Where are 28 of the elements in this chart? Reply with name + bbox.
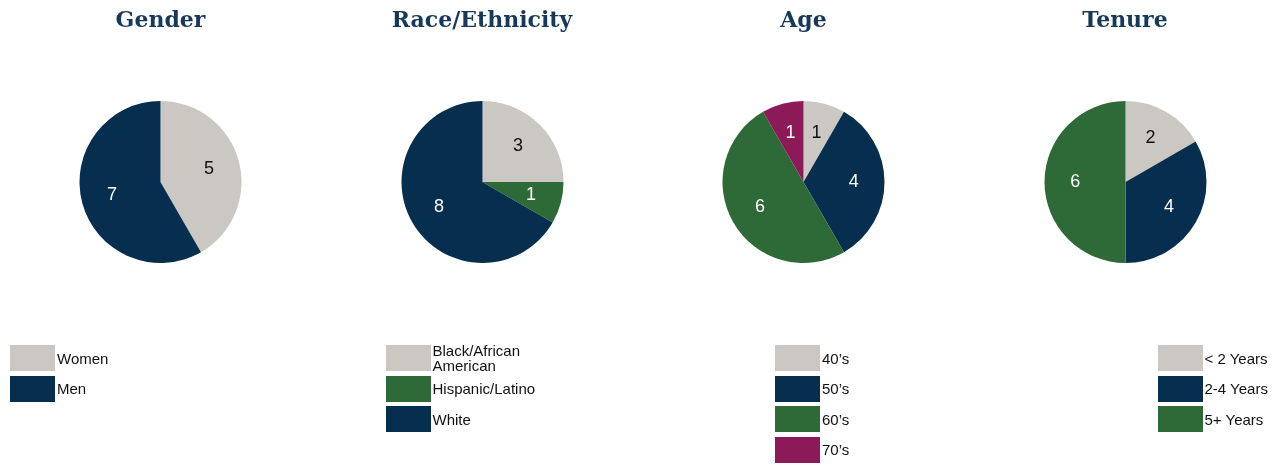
data-label: 3	[512, 135, 523, 156]
legend-label: Hispanic/Latino	[432, 380, 537, 397]
data-label: 5	[204, 157, 215, 178]
legend-label: 60’s	[822, 410, 851, 428]
data-label: 6	[1069, 170, 1080, 191]
legend-label: Women	[57, 349, 110, 367]
legend-label: 5+ Years	[1204, 410, 1265, 428]
legend-label: 2-4 Years	[1204, 380, 1269, 397]
data-label: 4	[1163, 196, 1174, 217]
data-label: 6	[755, 196, 766, 217]
chart-title: Race/Ethnicity	[390, 6, 574, 32]
chart-title: Gender	[114, 6, 207, 32]
data-label: 1	[525, 183, 536, 204]
chart-title: Age	[779, 6, 828, 32]
data-label: 2	[1145, 127, 1156, 148]
legend-label: White	[432, 410, 472, 428]
legend-label: 70’s	[822, 441, 851, 458]
legend-label: 50’s	[822, 380, 851, 397]
legend-label: < 2 Years	[1204, 349, 1269, 367]
legend-label: Black/African American	[432, 342, 522, 374]
legend-label: 40’s	[822, 349, 851, 367]
data-label: 7	[106, 183, 117, 204]
data-label: 8	[433, 196, 444, 217]
data-label: 1	[785, 122, 796, 143]
data-label: 4	[848, 170, 859, 191]
data-label: 1	[811, 122, 822, 143]
chart-title: Tenure	[1081, 6, 1169, 32]
legend-label: Men	[57, 380, 88, 397]
